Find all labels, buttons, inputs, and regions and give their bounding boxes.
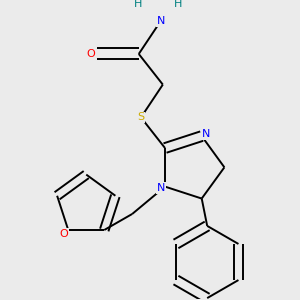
Text: N: N xyxy=(157,183,165,193)
Text: O: O xyxy=(59,230,68,239)
Text: H: H xyxy=(134,0,142,9)
Text: S: S xyxy=(137,112,145,122)
Text: O: O xyxy=(86,49,95,59)
Text: N: N xyxy=(202,129,210,139)
Text: H: H xyxy=(174,0,182,9)
Text: N: N xyxy=(157,16,165,26)
